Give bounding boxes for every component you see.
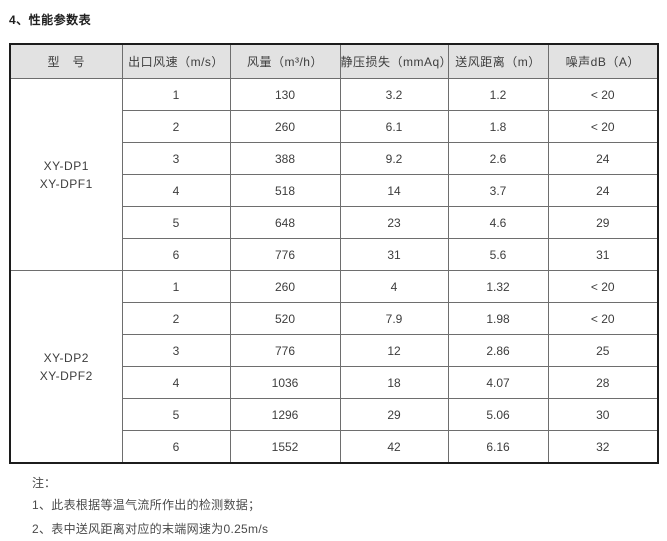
table-cell: 3 — [121, 142, 231, 175]
table-cell: 12 — [339, 334, 449, 367]
table-cell: 5.06 — [447, 398, 549, 431]
table-row: 5 1296 29 5.06 30 — [10, 398, 659, 431]
model-name: XY-DPF1 — [39, 176, 93, 191]
header-supply-distance: 送风距离（m） — [447, 43, 549, 79]
table-cell: 31 — [339, 238, 449, 271]
table-cell: 1296 — [229, 398, 341, 431]
table-cell: 260 — [229, 270, 341, 303]
table-cell: 3.7 — [447, 174, 549, 207]
header-outlet-speed: 出口风速（m/s） — [121, 43, 231, 79]
table-cell: 25 — [547, 334, 659, 367]
table-cell: 776 — [229, 238, 341, 271]
model-cell: XY-DP1 XY-DPF1 — [9, 78, 123, 271]
table-cell: 3 — [121, 334, 231, 367]
page-title: 4、性能参数表 — [9, 13, 92, 27]
table-cell: 518 — [229, 174, 341, 207]
model-name: XY-DPF2 — [39, 368, 93, 383]
table-row: XY-DP2 XY-DPF2 1 260 4 1.32 < 20 — [9, 270, 659, 464]
table-cell: 6 — [121, 238, 231, 271]
table-cell: 9.2 — [339, 142, 449, 175]
table-cell: 1 — [121, 78, 231, 111]
table-cell: 23 — [339, 206, 449, 239]
table-cell: 6 — [121, 430, 231, 464]
table-cell: 1.2 — [447, 78, 549, 111]
table-cell: < 20 — [547, 110, 659, 143]
table-cell: 31 — [547, 238, 659, 271]
table-cell: 4.6 — [447, 206, 549, 239]
table-cell: 5 — [121, 206, 231, 239]
table-cell: 5.6 — [447, 238, 549, 271]
table-row: 3 388 9.2 2.6 24 — [10, 142, 659, 175]
table-row: 4 518 14 3.7 24 — [10, 174, 659, 207]
header-row: 型 号 出口风速（m/s） 风量（m³/h） 静压损失（mmAq） 送风距离（m… — [9, 43, 659, 79]
model-name: XY-DP2 — [43, 350, 89, 365]
table-cell: 7.9 — [339, 302, 449, 335]
table-cell: 520 — [229, 302, 341, 335]
table-cell: 130 — [229, 78, 341, 111]
table-cell: 1.98 — [447, 302, 549, 335]
table-cell: < 20 — [547, 270, 659, 303]
table-cell: 32 — [547, 430, 659, 464]
table-cell: 14 — [339, 174, 449, 207]
table-cell: 1.32 — [447, 270, 549, 303]
table-cell: 6.1 — [339, 110, 449, 143]
table-cell: < 20 — [547, 302, 659, 335]
table-cell: 388 — [229, 142, 341, 175]
table-cell: 6.16 — [447, 430, 549, 464]
table-cell: 24 — [547, 174, 659, 207]
table-cell: 776 — [229, 334, 341, 367]
table-cell: 30 — [547, 398, 659, 431]
table-row: 6 1552 42 6.16 32 — [10, 430, 659, 464]
table-cell: 648 — [229, 206, 341, 239]
note-item-2: 2、表中送风距离对应的末端网速为0.25m/s — [32, 522, 269, 536]
table-cell: 260 — [229, 110, 341, 143]
header-air-volume: 风量（m³/h） — [229, 43, 341, 79]
table-cell: 3.2 — [339, 78, 449, 111]
table-cell: 4.07 — [447, 366, 549, 399]
model-name: XY-DP1 — [43, 158, 89, 173]
table-row: 5 648 23 4.6 29 — [10, 206, 659, 239]
table-cell: 2 — [121, 110, 231, 143]
table-cell: 2.86 — [447, 334, 549, 367]
table-cell: 2 — [121, 302, 231, 335]
table-cell: 29 — [339, 398, 449, 431]
table-cell: 28 — [547, 366, 659, 399]
table-cell: 18 — [339, 366, 449, 399]
table-cell: < 20 — [547, 78, 659, 111]
table-cell: 5 — [121, 398, 231, 431]
table-row: 4 1036 18 4.07 28 — [10, 366, 659, 399]
table-cell: 4 — [121, 174, 231, 207]
table-cell: 1552 — [229, 430, 341, 464]
table-row: XY-DP1 XY-DPF1 1 130 3.2 1.2 < 20 — [9, 78, 659, 271]
table-cell: 1.8 — [447, 110, 549, 143]
performance-table: 型 号 出口风速（m/s） 风量（m³/h） 静压损失（mmAq） 送风距离（m… — [9, 43, 659, 464]
table-cell: 2.6 — [447, 142, 549, 175]
table-cell: 42 — [339, 430, 449, 464]
table-cell: 1036 — [229, 366, 341, 399]
note-item-1: 1、此表根据等温气流所作出的检测数据； — [32, 498, 261, 512]
header-noise: 噪声dB（A） — [547, 43, 659, 79]
notes-label: 注： — [32, 476, 57, 490]
table-row: 3 776 12 2.86 25 — [10, 334, 659, 367]
table-cell: 4 — [121, 366, 231, 399]
table-body: XY-DP1 XY-DPF1 1 130 3.2 1.2 < 20 2 260 6.1 1.8 < 2… — [9, 78, 659, 464]
header-model: 型 号 — [9, 43, 123, 79]
table-cell: 24 — [547, 142, 659, 175]
table-cell: 4 — [339, 270, 449, 303]
model-cell: XY-DP2 XY-DPF2 — [9, 270, 123, 464]
table-cell: 1 — [121, 270, 231, 303]
header-static-pressure: 静压损失（mmAq） — [339, 43, 449, 79]
table-row: 2 260 6.1 1.8 < 20 — [10, 110, 659, 143]
notes-section: 注： 1、此表根据等温气流所作出的检测数据； 2、表中送风距离对应的末端网速为0… — [32, 473, 658, 541]
table-cell: 29 — [547, 206, 659, 239]
